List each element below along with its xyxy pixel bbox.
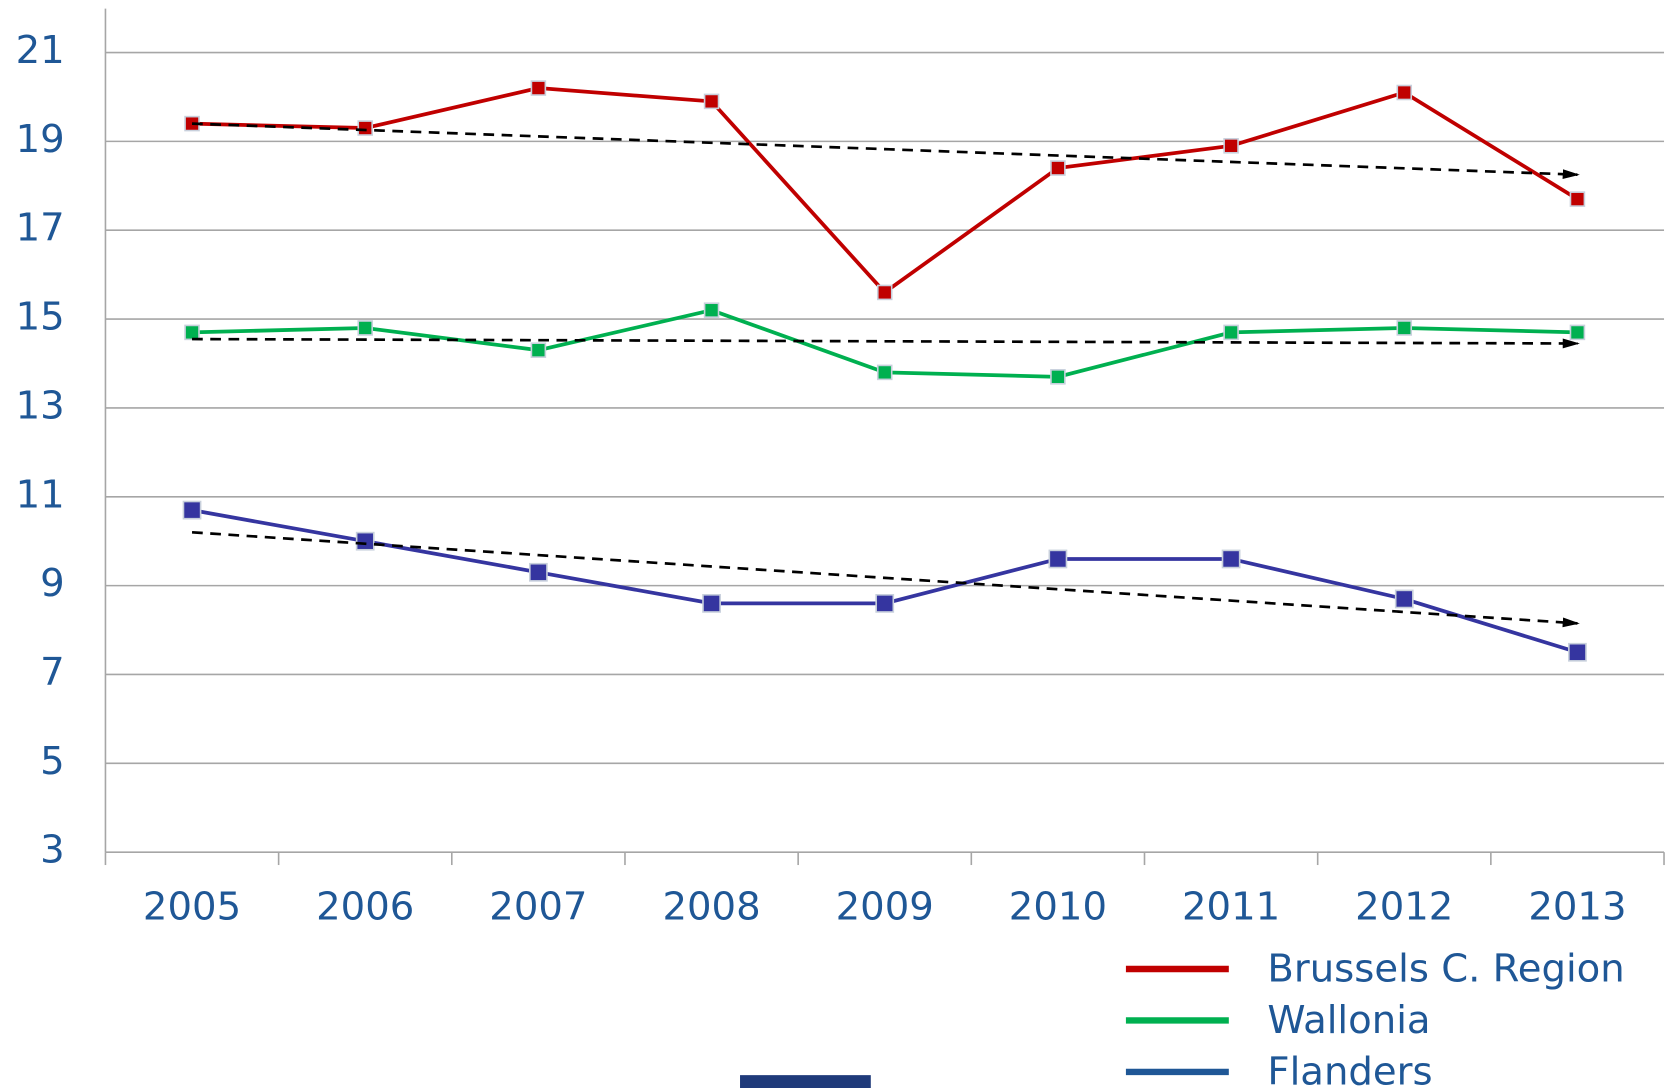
trend-line (191, 122, 1580, 180)
marker (1396, 84, 1413, 101)
trend-line (192, 337, 1580, 349)
marker (357, 320, 373, 336)
marker (1569, 324, 1586, 341)
marker (355, 531, 375, 551)
marker (530, 342, 547, 358)
legend-label: Wallonia (1267, 998, 1430, 1043)
marker (529, 562, 548, 582)
legend-label: Flanders (1267, 1050, 1432, 1088)
marker (1048, 549, 1068, 569)
marker (1221, 549, 1241, 569)
y-tick-label: 15 (16, 295, 65, 340)
marker (530, 80, 547, 96)
x-tick-label: 2006 (316, 884, 414, 929)
x-tick-label: 2013 (1528, 884, 1626, 929)
marker (703, 93, 720, 110)
series-line (191, 86, 1579, 295)
marker (1223, 138, 1239, 154)
x-tick-label: 2007 (489, 884, 587, 929)
marker (703, 302, 720, 318)
x-tick-label: 2005 (143, 884, 241, 929)
y-tick-label: 7 (40, 650, 65, 695)
x-tick-label: 2011 (1182, 884, 1280, 929)
legend-label: Brussels C. Region (1267, 947, 1624, 992)
y-tick-label: 17 (16, 206, 65, 251)
x-tick-label: 2009 (836, 884, 934, 929)
y-tick-label: 3 (40, 828, 65, 873)
marker (876, 364, 893, 381)
marker (184, 324, 200, 341)
marker (357, 120, 373, 136)
marker (182, 500, 202, 520)
marker (875, 594, 895, 613)
x-tick-label: 2008 (662, 884, 760, 929)
marker (876, 284, 893, 301)
marker (1223, 324, 1239, 341)
y-tick-label: 5 (40, 739, 65, 784)
marker (1050, 369, 1066, 385)
series-line (191, 508, 1578, 655)
x-tick-label: 2012 (1355, 884, 1453, 929)
y-tick-label: 9 (40, 561, 65, 606)
y-tick-label: 13 (16, 383, 65, 428)
marker (1396, 320, 1413, 336)
y-tick-label: 21 (16, 28, 65, 73)
y-tick-label: 19 (16, 117, 65, 162)
marker (1050, 160, 1066, 176)
marker (1394, 589, 1414, 609)
marker (1568, 642, 1587, 662)
marker (702, 594, 721, 613)
marker (1569, 191, 1586, 207)
y-tick-label: 11 (16, 472, 65, 517)
trend-line (191, 530, 1580, 628)
decoration-bar (740, 1075, 871, 1088)
x-tick-label: 2010 (1009, 884, 1107, 929)
